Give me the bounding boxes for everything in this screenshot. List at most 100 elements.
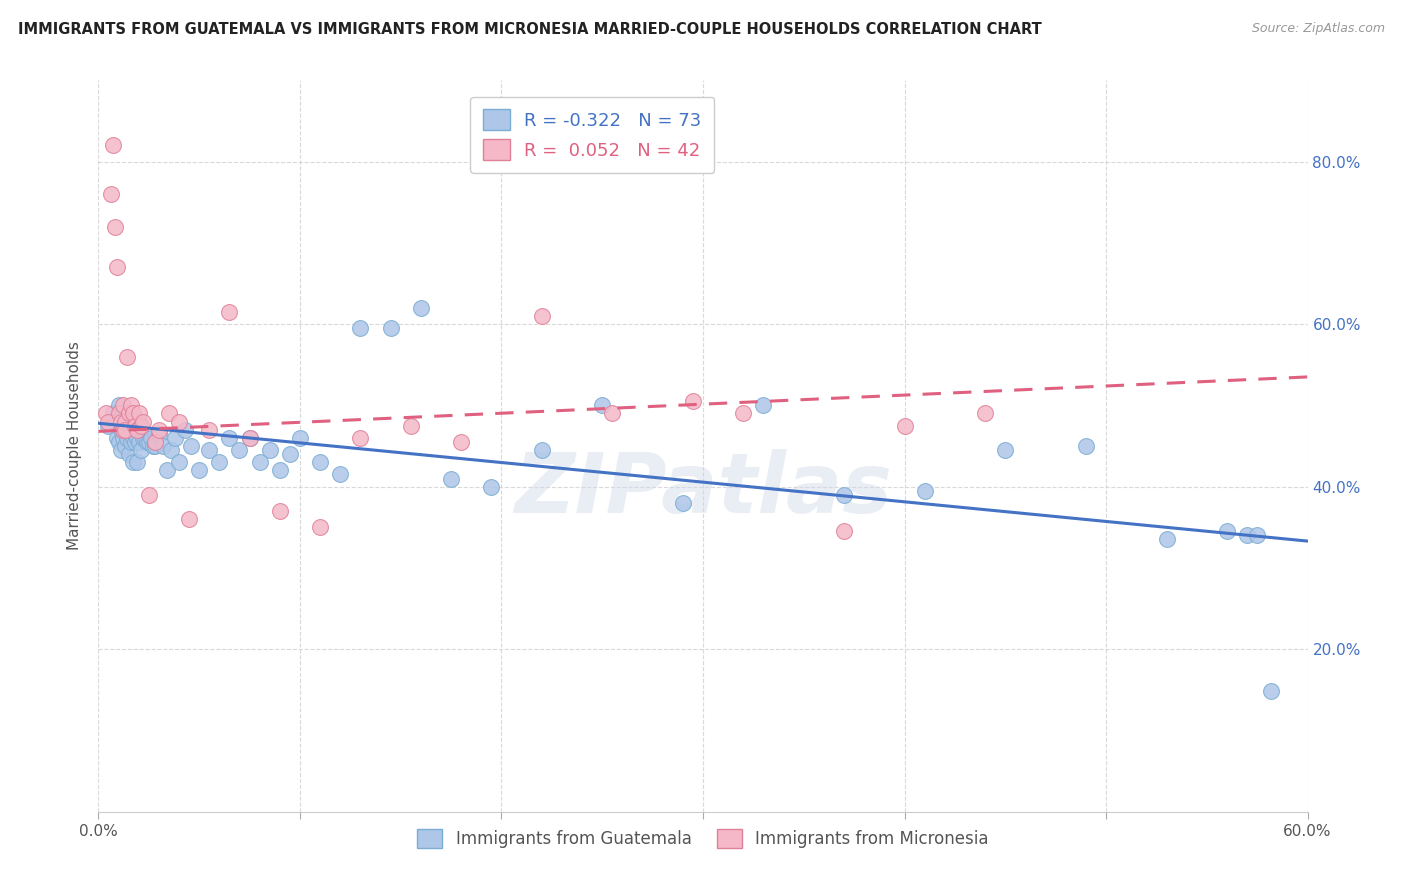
Point [288, 431, 311, 445]
Point [107, 407, 129, 421]
Point [121, 431, 143, 445]
Point [591, 398, 613, 412]
Point [160, 443, 183, 458]
Point [148, 423, 170, 437]
Point [329, 467, 352, 482]
Point [103, 219, 125, 234]
Text: IMMIGRANTS FROM GUATEMALA VS IMMIGRANTS FROM MICRONESIA MARRIED-COUPLE HOUSEHOLD: IMMIGRANTS FROM GUATEMALA VS IMMIGRANTS … [18, 22, 1042, 37]
Point [125, 431, 148, 445]
Point [156, 463, 179, 477]
Y-axis label: Married-couple Households: Married-couple Households [67, 342, 83, 550]
Point [120, 398, 142, 412]
Point [107, 434, 129, 449]
Point [682, 394, 704, 409]
Point [105, 431, 128, 445]
Point [733, 407, 755, 421]
Point [179, 512, 201, 526]
Point [994, 443, 1017, 458]
Point [143, 439, 166, 453]
Point [124, 415, 146, 429]
Point [530, 443, 553, 458]
Point [163, 431, 186, 445]
Point [269, 463, 291, 477]
Point [118, 447, 141, 461]
Point [1246, 528, 1268, 542]
Point [134, 431, 156, 445]
Point [893, 418, 915, 433]
Point [124, 434, 146, 449]
Point [115, 350, 138, 364]
Point [110, 423, 132, 437]
Point [105, 260, 128, 275]
Point [148, 426, 170, 441]
Point [167, 455, 190, 469]
Point [100, 187, 122, 202]
Point [110, 415, 132, 429]
Point [115, 407, 138, 421]
Text: Source: ZipAtlas.com: Source: ZipAtlas.com [1251, 22, 1385, 36]
Point [124, 418, 146, 433]
Point [188, 463, 211, 477]
Point [1260, 684, 1282, 698]
Point [218, 305, 240, 319]
Point [198, 443, 221, 458]
Point [128, 415, 150, 429]
Point [167, 415, 190, 429]
Point [120, 407, 142, 421]
Point [269, 504, 291, 518]
Point [125, 423, 148, 437]
Point [118, 407, 141, 421]
Point [107, 398, 129, 412]
Point [1074, 439, 1097, 453]
Point [103, 415, 125, 429]
Point [198, 423, 221, 437]
Point [974, 407, 997, 421]
Point [239, 431, 262, 445]
Point [132, 431, 155, 445]
Point [228, 443, 250, 458]
Point [118, 407, 141, 421]
Point [142, 439, 165, 453]
Point [672, 496, 695, 510]
Point [114, 415, 136, 429]
Point [96, 407, 118, 421]
Point [309, 455, 332, 469]
Point [114, 439, 136, 453]
Point [132, 415, 155, 429]
Point [97, 418, 120, 433]
Point [111, 407, 134, 421]
Point [115, 431, 138, 445]
Point [914, 483, 936, 498]
Point [143, 434, 166, 449]
Point [832, 488, 855, 502]
Point [752, 398, 775, 412]
Point [129, 418, 152, 433]
Point [174, 423, 197, 437]
Point [180, 439, 202, 453]
Point [129, 443, 152, 458]
Point [120, 434, 142, 449]
Point [97, 415, 120, 429]
Point [530, 309, 553, 323]
Point [440, 471, 463, 485]
Point [380, 321, 402, 335]
Point [125, 455, 148, 469]
Point [135, 434, 157, 449]
Point [218, 431, 240, 445]
Point [111, 431, 134, 445]
Point [309, 520, 332, 534]
Point [128, 407, 150, 421]
Legend: Immigrants from Guatemala, Immigrants from Micronesia: Immigrants from Guatemala, Immigrants fr… [411, 822, 995, 855]
Point [409, 301, 432, 315]
Point [111, 423, 134, 437]
Point [138, 488, 160, 502]
Point [208, 455, 231, 469]
Point [1236, 528, 1258, 542]
Point [1216, 524, 1239, 539]
Point [114, 423, 136, 437]
Point [111, 398, 134, 412]
Point [114, 418, 136, 433]
Point [278, 447, 301, 461]
Point [249, 455, 271, 469]
Point [259, 443, 281, 458]
